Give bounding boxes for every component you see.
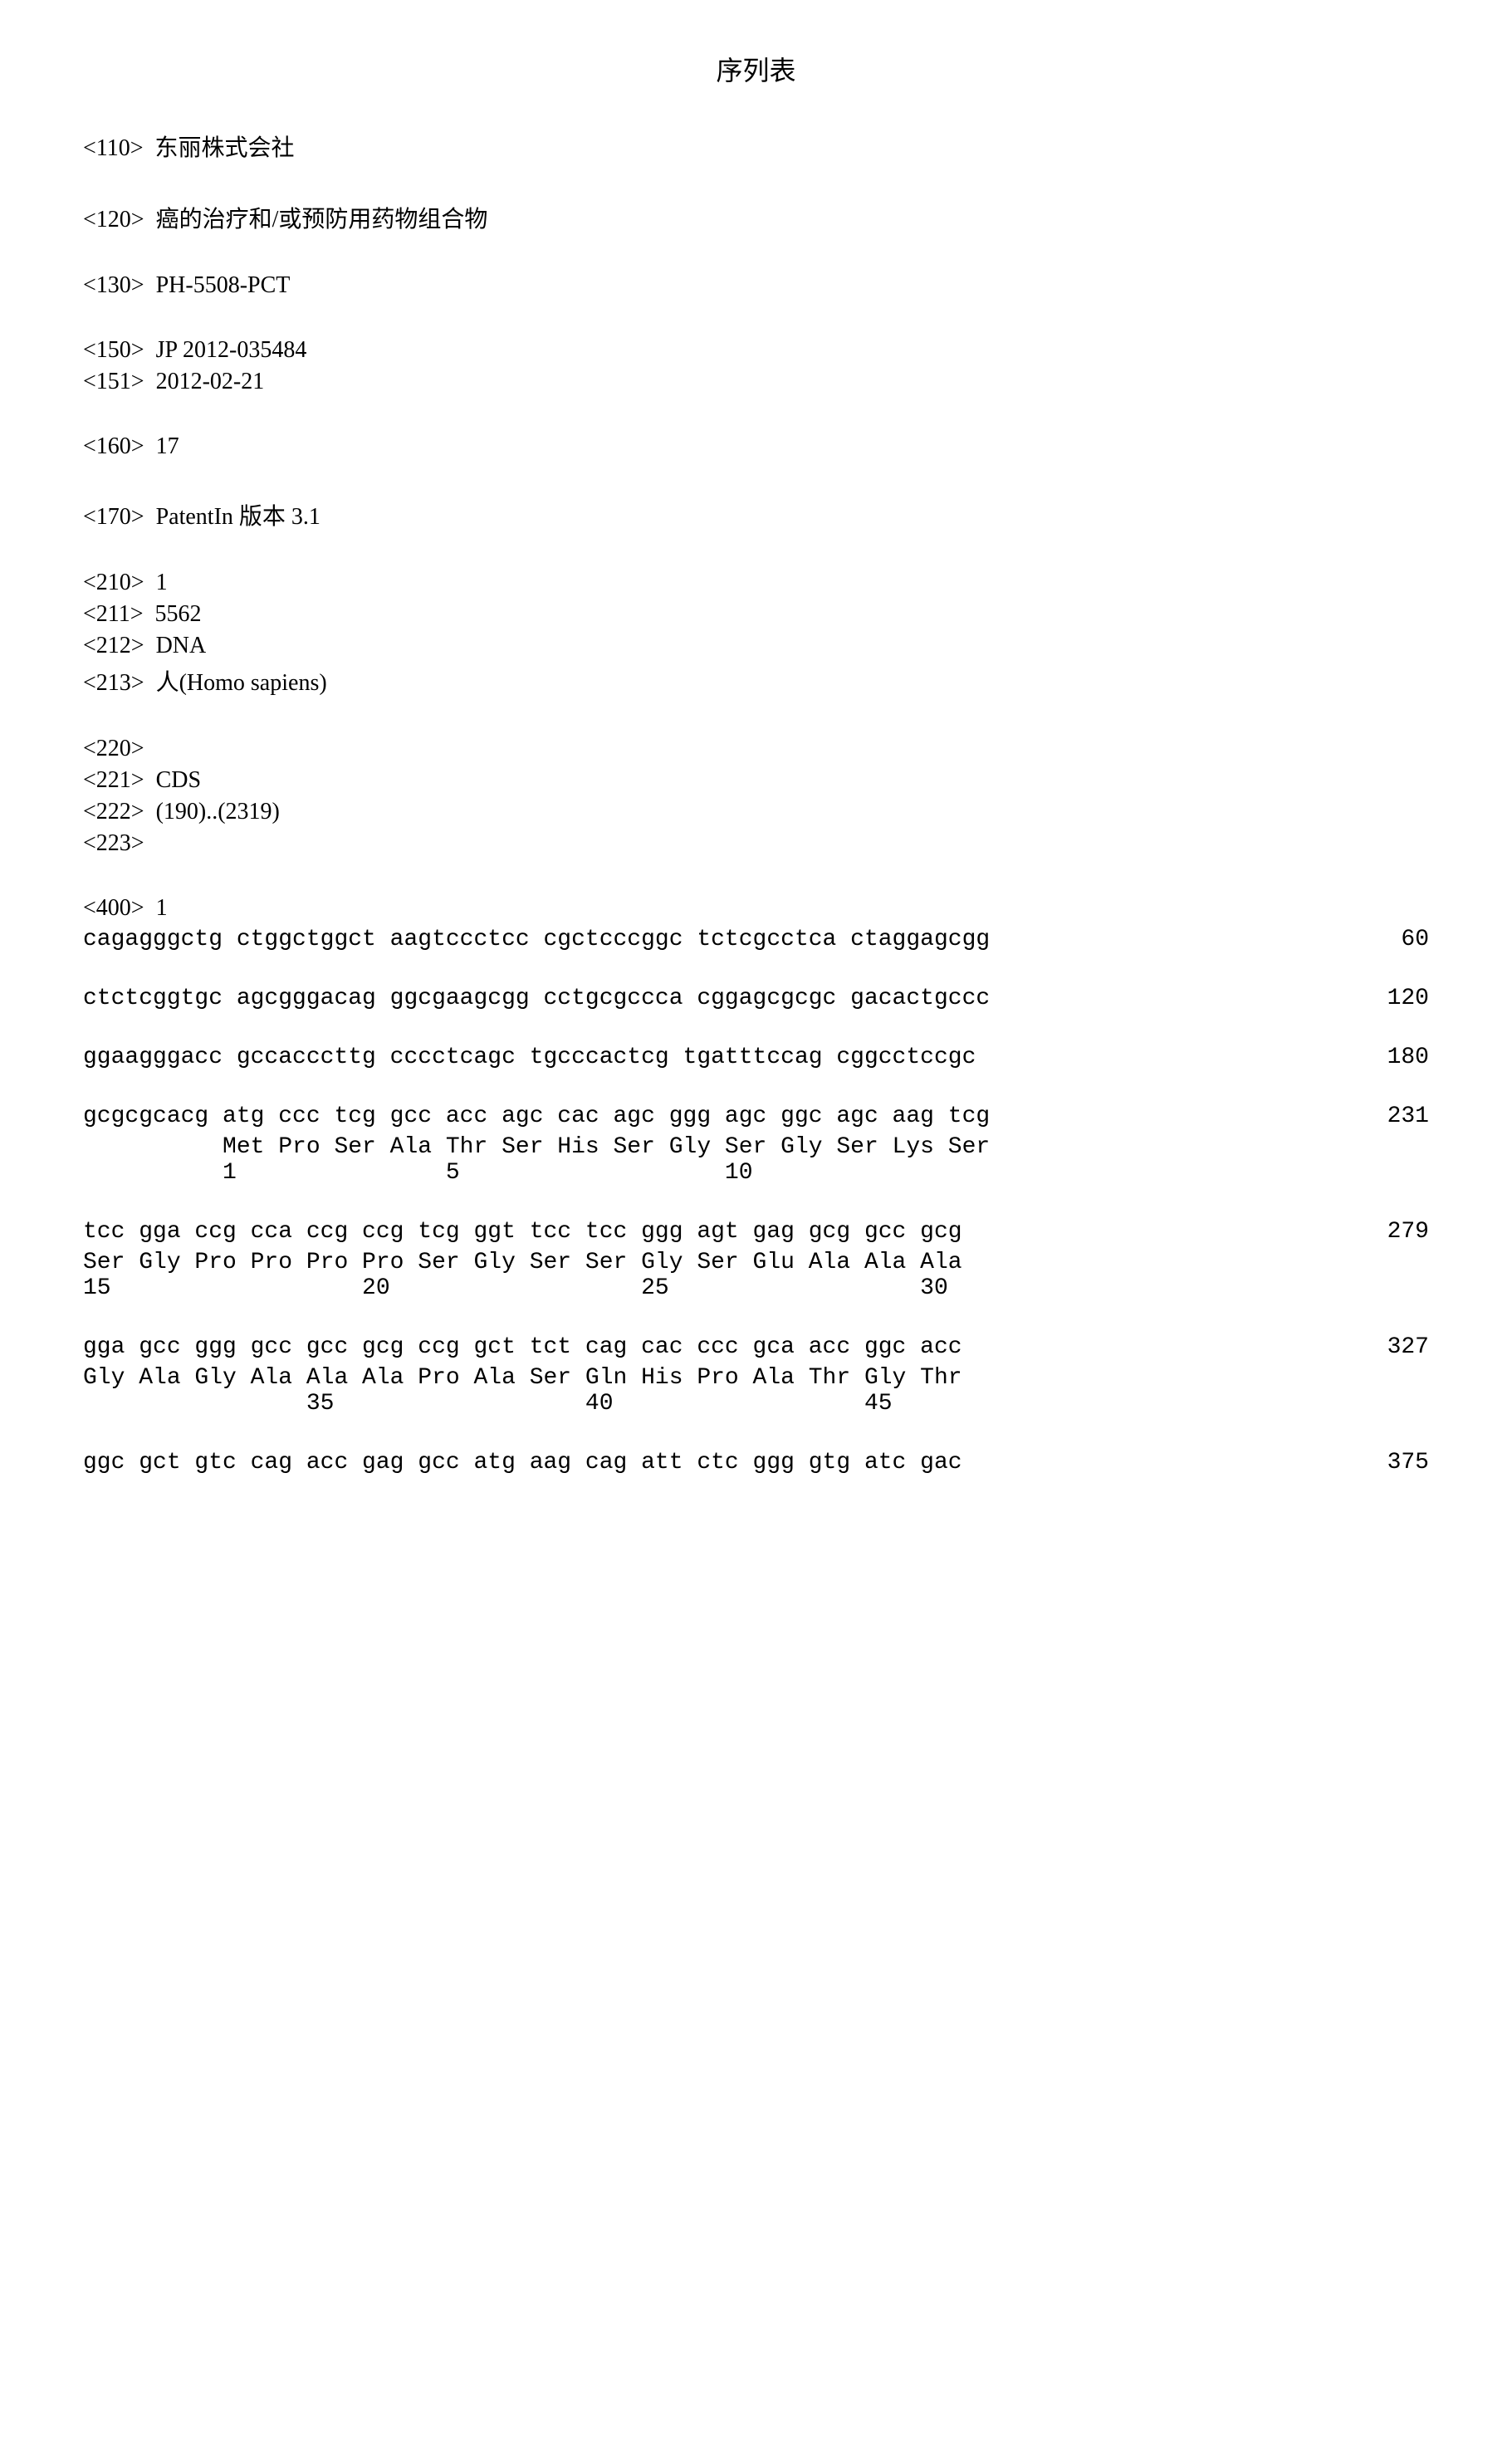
sequence-line: ctctcggtgc agcgggacag ggcgaagcgg cctgcgc… (83, 986, 1429, 1011)
field-211: <211> 5562 (83, 601, 1429, 628)
sequence-position: 279 (1363, 1219, 1429, 1245)
field-160: <160> 17 (83, 433, 1429, 460)
field-400: <400> 1 (83, 895, 1429, 922)
field-220: <220> (83, 736, 1429, 762)
position-marker-line: 35 40 45 (83, 1391, 1429, 1417)
sequence-line: gga gcc ggg gcc gcc gcg ccg gct tct cag … (83, 1334, 1429, 1360)
sequence-position: 180 (1363, 1045, 1429, 1070)
field-222: <222> (190)..(2319) (83, 799, 1429, 825)
sequence-position: 327 (1363, 1334, 1429, 1360)
amino-acid-line: Ser Gly Pro Pro Pro Pro Ser Gly Ser Ser … (83, 1250, 1429, 1275)
sequence-position: 120 (1363, 986, 1429, 1011)
field-110: <110> 东丽株式会社 (83, 130, 1429, 163)
sequence-text: ggaagggacc gccacccttg cccctcagc tgcccact… (83, 1045, 976, 1070)
field-210: <210> 1 (83, 570, 1429, 596)
sequence-line: gcgcgcacg atg ccc tcg gcc acc agc cac ag… (83, 1104, 1429, 1129)
sequence-text: tcc gga ccg cca ccg ccg tcg ggt tcc tcc … (83, 1219, 962, 1245)
sequence-text: ggc gct gtc cag acc gag gcc atg aag cag … (83, 1450, 962, 1475)
sequence-listing-title: 序列表 (83, 50, 1429, 88)
sequence-position: 375 (1363, 1450, 1429, 1475)
sequence-line: ggaagggacc gccacccttg cccctcagc tgcccact… (83, 1045, 1429, 1070)
sequence-text: gga gcc ggg gcc gcc gcg ccg gct tct cag … (83, 1334, 962, 1360)
field-151: <151> 2012-02-21 (83, 369, 1429, 395)
position-marker-line: 1 5 10 (83, 1160, 1429, 1186)
sequence-text: cagagggctg ctggctggct aagtccctcc cgctccc… (83, 927, 990, 952)
sequence-line: tcc gga ccg cca ccg ccg tcg ggt tcc tcc … (83, 1219, 1429, 1245)
amino-acid-line: Met Pro Ser Ala Thr Ser His Ser Gly Ser … (83, 1134, 1429, 1160)
sequence-position: 231 (1363, 1104, 1429, 1129)
sequence-text: gcgcgcacg atg ccc tcg gcc acc agc cac ag… (83, 1104, 990, 1129)
field-221: <221> CDS (83, 767, 1429, 794)
sequence-text: ctctcggtgc agcgggacag ggcgaagcgg cctgcgc… (83, 986, 990, 1011)
field-120: <120> 癌的治疗和/或预防用药物组合物 (83, 201, 1429, 234)
sequence-line: cagagggctg ctggctggct aagtccctcc cgctccc… (83, 927, 1429, 952)
position-marker-line: 15 20 25 30 (83, 1275, 1429, 1301)
field-170: <170> PatentIn 版本 3.1 (83, 498, 1429, 531)
field-150: <150> JP 2012-035484 (83, 337, 1429, 364)
amino-acid-line: Gly Ala Gly Ala Ala Ala Pro Ala Ser Gln … (83, 1365, 1429, 1391)
field-212: <212> DNA (83, 633, 1429, 659)
sequence-position: 60 (1363, 927, 1429, 952)
field-213: <213> 人(Homo sapiens) (83, 664, 1429, 697)
field-223: <223> (83, 830, 1429, 857)
sequence-line: ggc gct gtc cag acc gag gcc atg aag cag … (83, 1450, 1429, 1475)
field-130: <130> PH-5508-PCT (83, 272, 1429, 299)
